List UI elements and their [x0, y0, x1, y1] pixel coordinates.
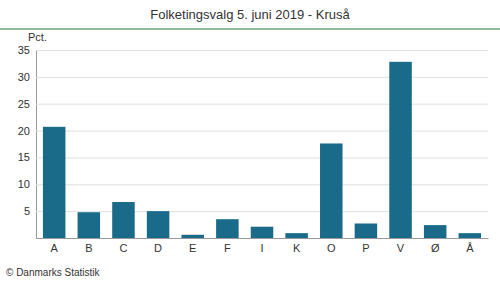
- grid-line: [36, 211, 488, 212]
- y-tick-label: 15: [18, 151, 30, 163]
- chart-svg: Folketingsvalg 5. juni 2019 - Kruså 5 10 15…: [0, 0, 500, 282]
- y-tick-label: 25: [18, 98, 30, 110]
- bar: [285, 233, 308, 238]
- y-tick-label: 20: [18, 125, 30, 137]
- bar: [216, 219, 239, 238]
- x-tick: O: [327, 242, 336, 254]
- title-rule: [0, 28, 500, 29]
- x-tick: I: [260, 242, 263, 254]
- chart-container: Folketingsvalg 5. juni 2019 - Kruså 5 10 15…: [0, 0, 500, 282]
- x-tick-label: C: [119, 242, 127, 254]
- bar: [147, 211, 170, 238]
- bar: [251, 227, 274, 238]
- y-tick: 30: [18, 71, 488, 83]
- x-tick: E: [189, 242, 196, 254]
- bar: [389, 62, 412, 238]
- x-axis-line: [37, 238, 489, 239]
- x-tick: V: [397, 242, 405, 254]
- x-tick: D: [154, 242, 162, 254]
- x-tick: C: [119, 242, 127, 254]
- x-tick: P: [362, 242, 369, 254]
- grid-line: [36, 184, 488, 185]
- x-tick: K: [293, 242, 301, 254]
- y-tick: 15: [18, 151, 488, 163]
- y-tick: 20: [18, 125, 488, 137]
- x-tick-label: A: [51, 242, 59, 254]
- bar: [424, 225, 447, 238]
- y-tick-label: 5: [24, 205, 30, 217]
- x-tick: A: [51, 242, 59, 254]
- footer: © Danmarks Statistik: [6, 267, 101, 278]
- y-tick-label: 10: [18, 178, 30, 190]
- y-tick: 10: [18, 178, 488, 190]
- bar: [181, 235, 204, 238]
- bar: [78, 212, 101, 238]
- bar: [355, 223, 378, 238]
- x-tick-label: I: [260, 242, 263, 254]
- x-tick-label: P: [362, 242, 369, 254]
- bar: [459, 233, 482, 238]
- grid-line: [36, 77, 488, 78]
- x-tick: F: [224, 242, 231, 254]
- grid-line: [36, 104, 488, 105]
- grid-line: [36, 157, 488, 158]
- x-tick-label: O: [327, 242, 336, 254]
- grid-line: [36, 50, 488, 51]
- x-tick: Å: [466, 242, 474, 254]
- bars: [43, 62, 481, 238]
- y-tick: 35: [18, 44, 488, 56]
- x-tick-label: F: [224, 242, 231, 254]
- x-tick-label: E: [189, 242, 196, 254]
- x-tick-label: V: [397, 242, 405, 254]
- x-tick-label: D: [154, 242, 162, 254]
- y-tick-label: 35: [18, 44, 30, 56]
- x-tick: B: [85, 242, 92, 254]
- plot: 5 10 15 20 25 30 35 A B C D E F I K O P V Ø Å: [18, 44, 489, 254]
- x-tick-label: B: [85, 242, 92, 254]
- bar: [112, 202, 135, 238]
- x-tick-label: Ø: [431, 242, 440, 254]
- x-tick-label: K: [293, 242, 301, 254]
- x-tick: Ø: [431, 242, 440, 254]
- y-tick: 25: [18, 98, 488, 110]
- bar: [320, 143, 343, 238]
- x-tick-label: Å: [466, 242, 474, 254]
- bar: [43, 127, 66, 238]
- y-axis-title: Pct.: [28, 31, 47, 43]
- x-axis: ABCDEFIKOPVØÅ: [37, 239, 489, 254]
- y-axis-line: [37, 51, 489, 239]
- y-axis: 5 10 15 20 25 30 35: [18, 44, 488, 238]
- title: Folketingsvalg 5. juni 2019 - Kruså: [150, 7, 350, 22]
- grid-line: [36, 131, 488, 132]
- y-tick-label: 30: [18, 71, 30, 83]
